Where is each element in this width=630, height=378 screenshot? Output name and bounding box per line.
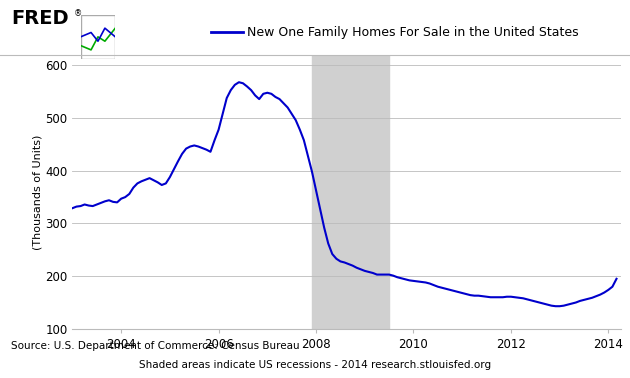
Text: FRED: FRED xyxy=(11,9,69,28)
Y-axis label: (Thousands of Units): (Thousands of Units) xyxy=(33,134,43,249)
Text: Shaded areas indicate US recessions - 2014 research.stlouisfed.org: Shaded areas indicate US recessions - 20… xyxy=(139,360,491,370)
Text: New One Family Homes For Sale in the United States: New One Family Homes For Sale in the Uni… xyxy=(247,26,578,39)
Text: Source: U.S. Department of Commerce: Census Bureau: Source: U.S. Department of Commerce: Cen… xyxy=(11,341,300,351)
Text: ®: ® xyxy=(74,9,83,19)
Bar xyxy=(312,55,389,329)
